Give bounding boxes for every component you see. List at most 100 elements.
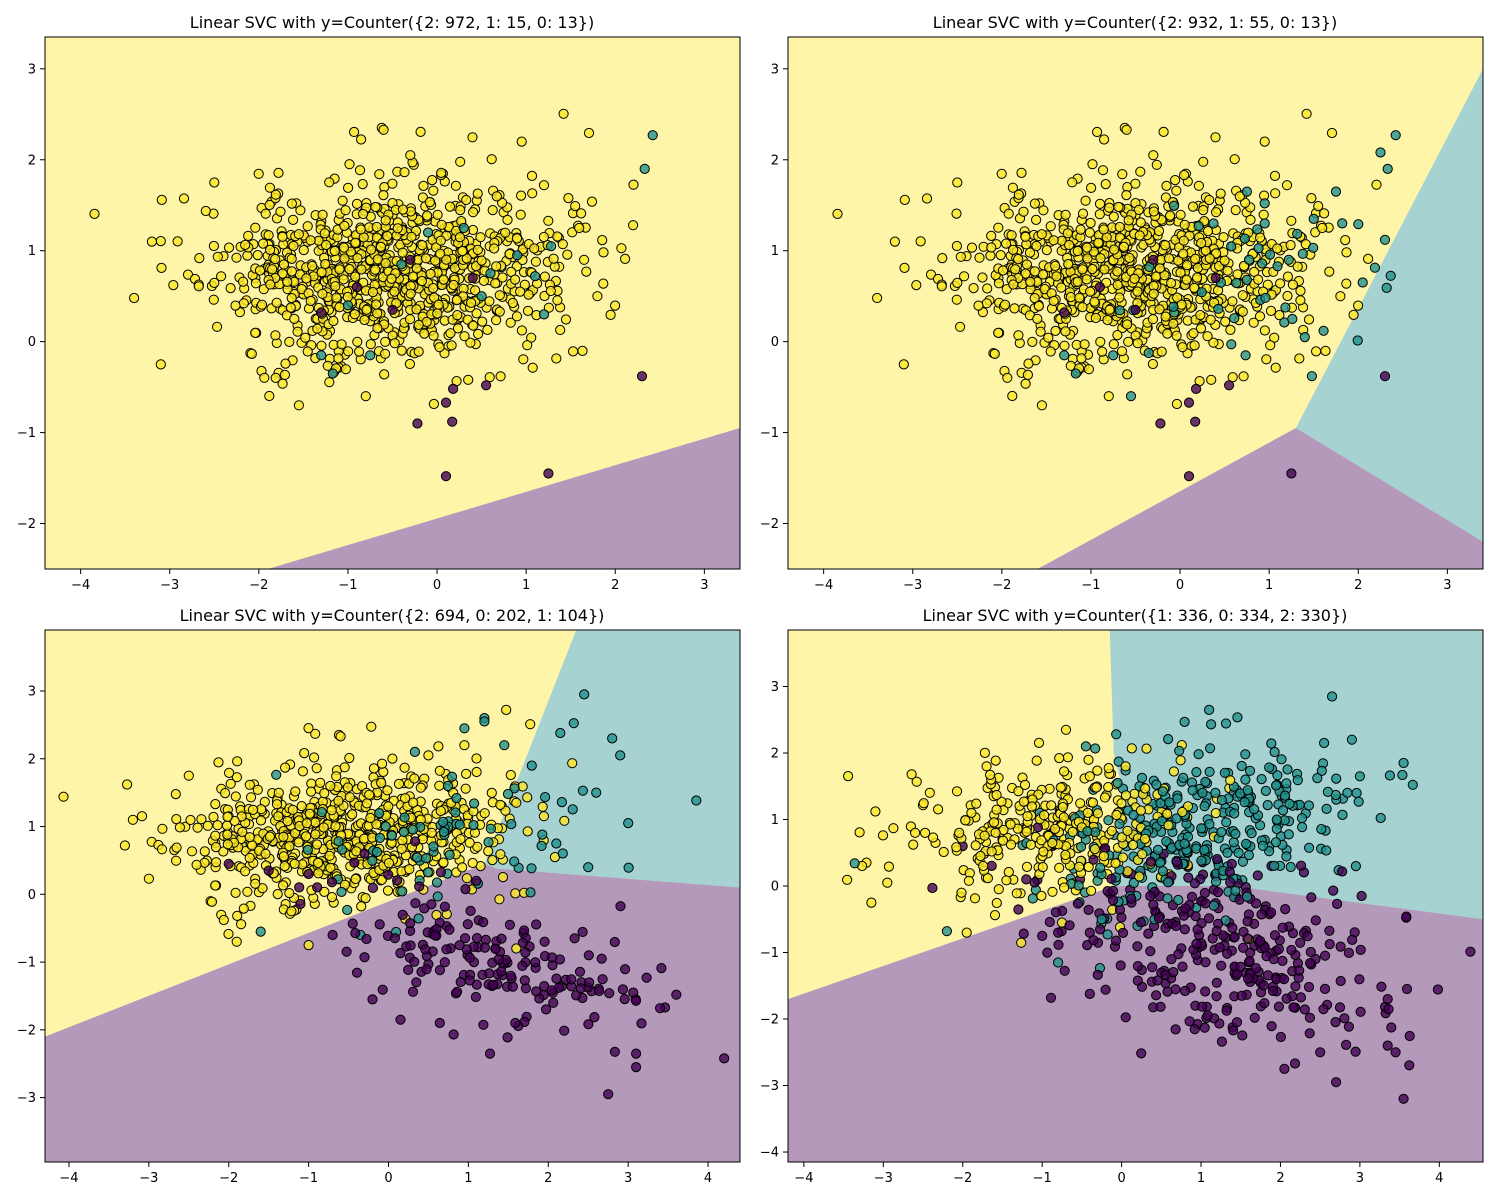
point-class2 xyxy=(494,306,505,317)
x-tick-label: −1 xyxy=(1033,1171,1052,1186)
point-class2 xyxy=(1007,390,1018,402)
point-class1 xyxy=(1239,797,1250,808)
point-class2 xyxy=(477,316,488,327)
point-class0 xyxy=(1082,940,1093,951)
point-class2 xyxy=(400,793,411,804)
point-class2 xyxy=(475,232,486,243)
panel-3: −4 −3 −2 −1 0 1 2 3 4 −3 −2 −1 0 1 2 3 xyxy=(17,629,741,1186)
point-class2 xyxy=(237,826,248,838)
point-class0 xyxy=(1200,898,1211,909)
point-class2 xyxy=(1033,737,1045,749)
point-class0 xyxy=(594,985,605,997)
y-tick-label: 1 xyxy=(28,244,36,259)
point-class2 xyxy=(278,259,289,270)
point-class0 xyxy=(411,977,422,988)
point-class2 xyxy=(129,292,140,304)
point-class0 xyxy=(471,933,483,944)
point-class2 xyxy=(517,781,528,792)
point-class1 xyxy=(1321,803,1332,815)
point-class0 xyxy=(1173,949,1184,960)
point-class2 xyxy=(936,281,947,292)
point-class1 xyxy=(1172,793,1183,804)
point-class1 xyxy=(502,788,514,800)
point-class1 xyxy=(1297,822,1308,833)
point-class0 xyxy=(1042,947,1053,958)
point-class2 xyxy=(487,205,498,216)
point-class0 xyxy=(1136,1048,1147,1059)
point-class2 xyxy=(279,369,290,380)
point-class0 xyxy=(1152,975,1163,986)
point-class2 xyxy=(1045,346,1056,357)
point-class2 xyxy=(1055,782,1066,793)
point-class2 xyxy=(1270,188,1281,199)
axes-frame xyxy=(44,629,741,1163)
point-class0 xyxy=(502,1032,513,1043)
point-class0 xyxy=(1072,898,1084,909)
point-class2 xyxy=(963,875,975,886)
point-class2 xyxy=(335,731,346,742)
point-class1 xyxy=(1230,828,1241,840)
point-class1 xyxy=(1210,787,1221,798)
point-class2 xyxy=(208,811,219,823)
point-class0 xyxy=(405,940,416,951)
point-class1 xyxy=(1208,218,1219,229)
point-class2 xyxy=(908,839,919,850)
point-class2 xyxy=(1016,167,1027,178)
point-class2 xyxy=(355,224,366,235)
x-tick-label: 0 xyxy=(384,1171,392,1186)
point-class0 xyxy=(1328,885,1339,896)
point-class0 xyxy=(1465,946,1476,957)
point-class2 xyxy=(418,180,429,191)
point-class2 xyxy=(1060,326,1071,337)
point-class2 xyxy=(330,281,341,292)
point-class2 xyxy=(337,195,348,206)
point-class1 xyxy=(1271,814,1282,825)
point-class2 xyxy=(995,250,1006,261)
point-class2 xyxy=(899,262,910,273)
point-class2 xyxy=(310,829,321,840)
point-class2 xyxy=(1117,852,1129,863)
point-class0 xyxy=(421,964,432,975)
point-class2 xyxy=(404,314,416,325)
x-tick-label: −2 xyxy=(219,1171,238,1186)
point-class2 xyxy=(212,251,223,262)
point-class2 xyxy=(452,323,464,334)
point-class0 xyxy=(441,944,452,955)
point-class1 xyxy=(476,291,487,302)
point-class0 xyxy=(1331,1077,1342,1088)
point-class1 xyxy=(536,840,547,852)
point-class2 xyxy=(366,244,377,255)
point-class1 xyxy=(342,904,353,916)
point-class1 xyxy=(591,787,602,798)
point-class2 xyxy=(1048,235,1059,246)
point-class2 xyxy=(302,221,313,232)
point-class2 xyxy=(1163,253,1175,264)
point-class2 xyxy=(491,261,502,272)
point-class0 xyxy=(496,966,507,977)
point-class2 xyxy=(1123,215,1134,226)
point-class2 xyxy=(1124,252,1135,263)
y-tick-label: −3 xyxy=(17,1091,36,1106)
point-class2 xyxy=(293,837,304,848)
point-class1 xyxy=(1279,790,1291,801)
point-class2 xyxy=(1117,169,1128,180)
point-class1 xyxy=(1277,805,1289,816)
point-class0 xyxy=(1083,904,1094,916)
point-class2 xyxy=(146,236,157,247)
point-class2 xyxy=(302,346,313,357)
point-class1 xyxy=(1287,313,1298,325)
point-class0 xyxy=(1179,985,1191,997)
point-class0 xyxy=(1018,928,1029,939)
point-class2 xyxy=(1106,825,1117,837)
point-class2 xyxy=(382,785,393,796)
panel-4: −4 −3 −2 −1 0 1 2 3 4 −4 −3 −2 −1 0 1 2 3 xyxy=(760,629,1484,1186)
point-class2 xyxy=(436,167,447,178)
point-class2 xyxy=(1210,808,1221,819)
point-class2 xyxy=(1151,159,1162,170)
point-class0 xyxy=(448,383,459,394)
point-class2 xyxy=(1161,180,1172,191)
point-class0 xyxy=(531,919,542,930)
point-class2 xyxy=(1158,126,1169,137)
point-class2 xyxy=(1060,209,1071,220)
point-class0 xyxy=(460,884,471,895)
